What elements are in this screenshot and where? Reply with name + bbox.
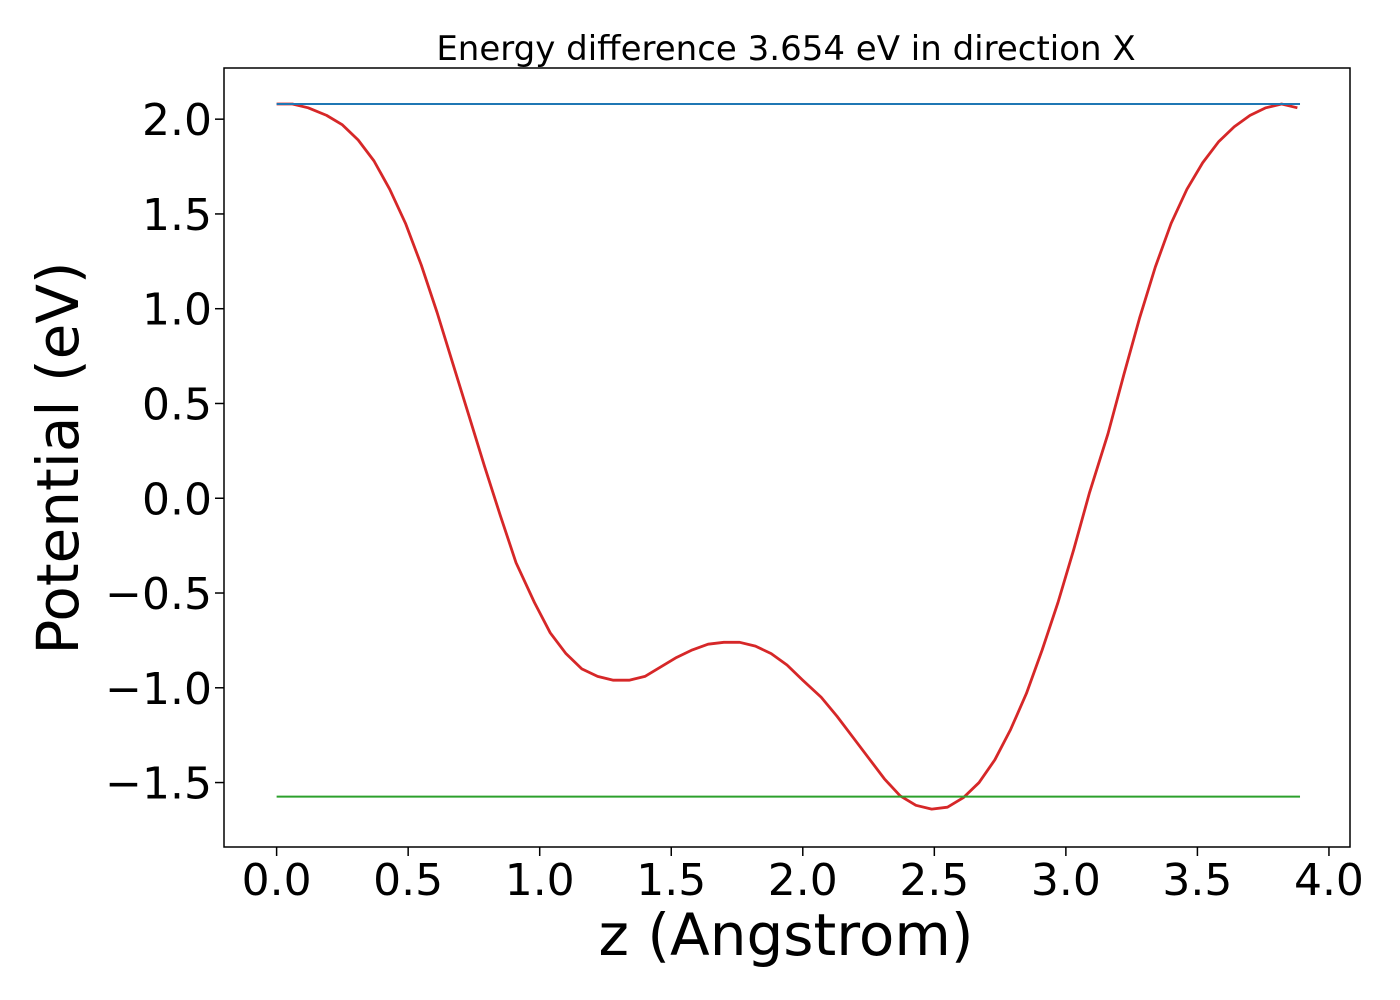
y-tick-label: −0.5 <box>105 569 212 620</box>
chart-title: Energy difference 3.654 eV in direction … <box>436 29 1135 69</box>
series-layer <box>276 102 1301 811</box>
y-tick-label: 0.5 <box>142 379 212 430</box>
series-line-0 <box>276 102 1298 811</box>
y-tick-label: −1.0 <box>105 664 212 715</box>
y-tick-label: 0.0 <box>142 474 212 525</box>
y-tick-label: 2.0 <box>142 95 212 146</box>
x-tick-label: 2.5 <box>899 855 969 906</box>
y-tick-label: 1.5 <box>142 190 212 241</box>
y-axis-label: Potential (eV) <box>24 261 92 654</box>
x-tick-label: 2.0 <box>768 855 838 906</box>
x-axis-label: z (Angstrom) <box>599 901 974 969</box>
x-tick-label: 4.0 <box>1294 855 1364 906</box>
x-axis: 0.0 0.5 1.0 1.5 2.0 2.5 3.0 3.5 4.0 <box>242 847 1364 906</box>
y-axis: 2.0 1.5 1.0 0.5 0.0 −0.5 −1.0 −1.5 <box>105 95 224 810</box>
x-tick-label: 0.5 <box>373 855 443 906</box>
x-tick-label: 3.0 <box>1031 855 1101 906</box>
x-tick-label: 3.5 <box>1162 855 1232 906</box>
y-tick-label: −1.5 <box>105 759 212 810</box>
x-tick-label: 0.0 <box>242 855 312 906</box>
x-tick-label: 1.0 <box>505 855 575 906</box>
y-tick-label: 1.0 <box>142 285 212 336</box>
plot-frame <box>223 67 1351 848</box>
x-tick-label: 1.5 <box>636 855 706 906</box>
